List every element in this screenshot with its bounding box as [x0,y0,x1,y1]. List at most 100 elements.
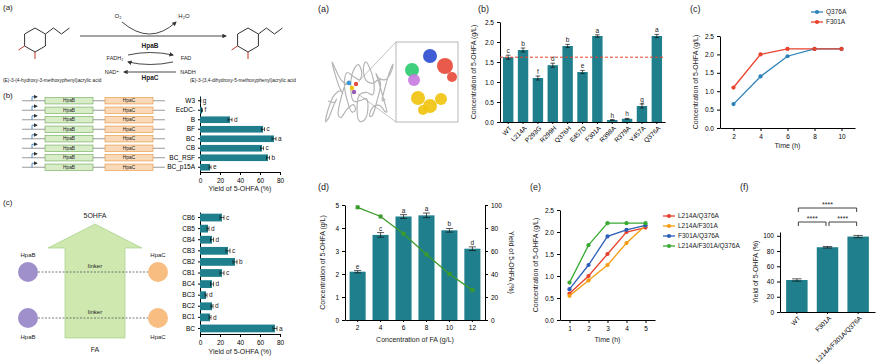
protein [18,262,38,282]
residue-sphere [418,105,428,115]
tick-label: 0 [199,339,203,346]
residue-sphere [437,58,453,74]
fusion-diagram: (c)5OHFAFAlinkerlinkerHpaBHpaCHpaBHpaC [3,198,168,353]
tick: 80 [277,172,285,184]
axis-title: Concentration of 5-OHFA (g/L) [692,35,700,130]
series-line [570,225,646,289]
gene-label: HpaC [123,146,136,151]
axis-title: Concentration of 5-OHFA (g/L) [470,25,478,120]
tick-label: 12 [469,324,477,331]
significance-bracket [798,222,826,226]
bar [592,36,602,122]
cofactor-arrow [128,53,173,56]
tick-label: 1 [568,325,572,332]
tick-mark [734,128,735,131]
axis-line [345,206,346,321]
tick: 20 [485,294,499,301]
bar [786,280,807,312]
tick-mark [608,320,609,323]
tick: 1.5 [545,251,560,258]
construct-row: HpaBHpaC [22,106,165,113]
tick: BC_p15A [167,163,200,171]
significance-letter: b [272,154,276,161]
significance-letter: d [213,314,217,321]
tick: 2 [335,271,345,278]
tick: 1 [335,294,345,301]
axis: 24681012 [346,320,486,331]
legend-label: F301A/Q376A [678,232,720,240]
tick-mark [777,251,780,252]
tick: CB6 [182,214,200,221]
tick-mark [426,320,427,322]
bar [200,258,235,266]
marker [758,52,762,56]
significance-letter: d [209,291,213,298]
tick-mark [449,320,450,322]
tick: 40 [485,271,499,278]
error-bar [610,119,615,121]
residue-sphere [408,74,420,86]
bar [200,325,275,333]
marker [605,221,609,225]
tick-label: 2 [732,133,736,140]
tick: 6 [402,320,406,331]
tick-label: 1 [335,294,339,301]
protein [148,262,168,282]
tick-label: 40 [237,177,245,184]
tick-mark [557,320,560,321]
tick-mark [280,334,281,337]
error-bar [521,48,526,52]
tick: 0.5 [545,295,560,302]
marker [643,221,647,225]
tick: 0.0 [485,119,500,126]
marker [812,47,816,51]
tick-label: 6 [786,133,790,140]
gene-label: HpaC [123,165,136,170]
bar [200,126,263,133]
tick: 4 [379,320,383,331]
bar [200,313,210,321]
tick-mark [508,122,509,124]
tick: 40 [237,334,245,346]
bar [200,291,206,299]
gene-label: HpaB [63,117,75,122]
legend-label: L214A/Q376A [678,212,720,220]
tick: CB5 [182,225,200,232]
bar [395,217,411,321]
tick: CB3 [182,247,200,254]
tick: 20 [767,293,780,300]
marker [567,294,571,298]
legend-item: F301A/Q376A [663,232,720,240]
significance-letter: f [205,106,207,113]
tick-mark [260,172,261,175]
legend-item: L214A/F301A/Q376A [663,242,740,250]
bar [622,119,632,122]
promoter [32,135,37,139]
significance-bracket [829,222,857,226]
tick-label: BC [186,135,195,142]
legend-marker [667,244,671,248]
tick: 2 [356,320,360,331]
tick: 3 [335,248,345,255]
tick: BC4 [182,280,200,287]
tick: 100 [763,232,780,239]
tick: BC2 [182,302,200,309]
tick-mark [497,122,500,123]
promoter [32,125,37,129]
tick-label: 1.0 [705,88,714,95]
cofactor-arrow [128,62,173,65]
tick-label: 40 [237,339,245,346]
tick-label: 3 [335,248,339,255]
gene-label: HpaC [123,117,136,122]
axis: CB6CB5CB4CB3CB2CB1BC4BC3BC2BC1BC [182,213,200,335]
error-bar [200,99,201,103]
tick-label: 4 [759,133,763,140]
tick-label: 40 [491,271,499,278]
tick-mark [656,122,657,124]
tick-mark [198,110,200,111]
reaction-diagram: (a)(E)-3-(4-hydroxy-3-methoxyphenyl)acry… [3,3,296,83]
tick-mark [472,320,473,322]
tick-mark [485,228,488,229]
tick-mark [552,122,553,124]
substituent [19,46,35,59]
